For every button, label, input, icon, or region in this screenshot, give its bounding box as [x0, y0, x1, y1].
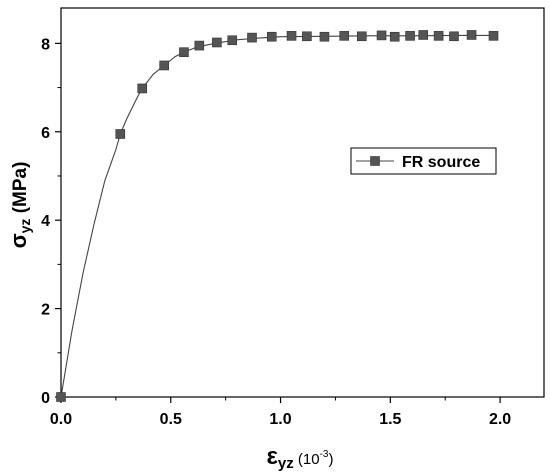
x-tick-label: 0.0: [50, 411, 72, 428]
legend-label: FR source: [402, 154, 480, 171]
data-point: [179, 47, 189, 58]
legend: FR source: [350, 147, 497, 175]
axes: [60, 7, 545, 398]
plot-frame: [60, 7, 545, 398]
y-axis-label: σyz (MPa): [6, 162, 33, 249]
data-point: [466, 30, 477, 40]
data-point: [356, 31, 367, 42]
series-layer: [56, 30, 499, 402]
x-axis-label: εyz (10-3): [267, 443, 334, 472]
x-tick-label: 1.5: [379, 411, 401, 428]
data-point: [212, 37, 222, 48]
data-point: [115, 129, 126, 139]
y-tick-label: 2: [41, 302, 50, 319]
data-point: [433, 31, 444, 41]
data-point: [389, 31, 400, 42]
legend-marker: [370, 156, 380, 166]
data-point: [339, 31, 350, 41]
x-tick-label: 1.0: [269, 411, 291, 428]
data-point: [247, 32, 257, 43]
series-line-fr-source: [60, 34, 494, 398]
data-point: [137, 83, 148, 94]
y-tick-label: 6: [41, 125, 50, 142]
data-point: [319, 31, 330, 42]
y-tick-label: 0: [41, 390, 50, 407]
y-tick-label: 8: [41, 36, 50, 53]
data-point: [56, 392, 66, 402]
data-point: [194, 40, 205, 51]
x-tick-label: 0.5: [160, 411, 182, 428]
data-point: [227, 35, 238, 46]
data-point: [302, 31, 312, 42]
data-point: [418, 30, 429, 40]
data-point: [376, 30, 387, 41]
x-tick-label: 2.0: [489, 411, 511, 428]
legend-box: [350, 147, 497, 175]
data-point: [266, 31, 277, 42]
data-point: [449, 31, 459, 42]
data-point: [405, 31, 415, 41]
data-point: [286, 31, 297, 41]
ticks: 0.0 0.5 1.0 1.5 2.0 0 2 4 6 8: [41, 36, 511, 428]
data-point: [159, 60, 169, 71]
data-point: [488, 31, 499, 41]
y-tick-label: 4: [41, 213, 50, 230]
